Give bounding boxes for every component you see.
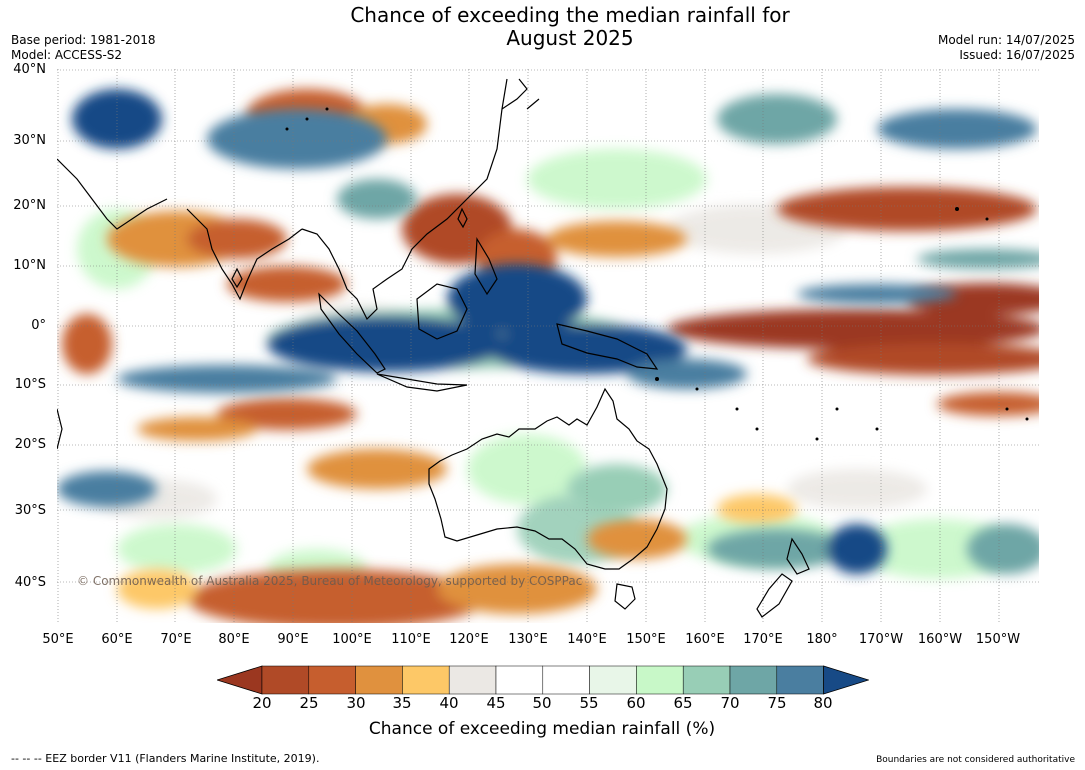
lon-label-140e: 140°E [567, 632, 607, 647]
colorbar-swatch [636, 665, 684, 695]
india-coastline [186, 208, 303, 301]
colorbar-extend-high [823, 665, 869, 695]
lon-label-60e: 60°E [101, 632, 133, 647]
borneo-coastline [416, 283, 468, 340]
colorbar-label: Chance of exceeding median rainfall (%) [368, 719, 716, 739]
title-line-1: Chance of exceeding the median rainfall … [350, 3, 790, 27]
lat-label-30n: 30°N [13, 133, 46, 148]
madagascar-coastline [57, 408, 63, 450]
lon-label-110e: 110°E [391, 632, 431, 647]
colorbar-tick-35: 35 [392, 694, 412, 712]
new-zealand-coastline [756, 537, 810, 618]
colorbar-tick-20: 20 [252, 694, 272, 712]
new-guinea-coastline [556, 323, 659, 370]
australia-coastline [428, 387, 668, 570]
colorbar-swatch [355, 665, 403, 695]
colorbar-swatch [308, 665, 356, 695]
lat-label-10s: 10°S [14, 377, 46, 392]
lat-label-20n: 20°N [13, 198, 46, 213]
map-canvas [57, 69, 1039, 623]
lon-label-70e: 70°E [160, 632, 192, 647]
sri-lanka-coastline [231, 267, 243, 289]
colorbar [217, 665, 869, 695]
taiwan-coastline [457, 207, 468, 229]
rainfall-map: © Commonwealth of Australia 2025, Bureau… [57, 69, 1039, 623]
colorbar-swatch [682, 665, 731, 695]
colorbar-swatch [448, 665, 497, 695]
lon-label-180: 180° [806, 632, 838, 647]
tasmania-coastline [614, 583, 636, 610]
colorbar-swatch [542, 665, 590, 695]
colorbar-tick-65: 65 [673, 694, 693, 712]
colorbar-swatch [729, 665, 778, 695]
eez-legend: -- -- -- EEZ border V11 (Flanders Marine… [11, 752, 320, 765]
colorbar-tick-70: 70 [720, 694, 740, 712]
colorbar-extend-low [217, 665, 263, 695]
lat-label-10n: 10°N [13, 258, 46, 273]
colorbar-tick-30: 30 [346, 694, 366, 712]
lon-label-120e: 120°E [449, 632, 489, 647]
rainfall-wet-anomalies [57, 89, 1039, 574]
colorbar-tick-40: 40 [439, 694, 459, 712]
copyright-notice: © Commonwealth of Australia 2025, Bureau… [77, 574, 583, 588]
colorbar-tick-60: 60 [626, 694, 646, 712]
colorbar-swatch [495, 665, 544, 695]
title-line-2: August 2025 [506, 26, 634, 50]
colorbar-swatch [261, 665, 310, 695]
arabia-coastline [57, 158, 168, 230]
lon-label-160w: 160°W [917, 632, 963, 647]
colorbar-swatch [589, 665, 637, 695]
model-run: Model run: 14/07/2025 [937, 33, 1075, 47]
sumatra-coastline [318, 292, 386, 374]
map-title: Chance of exceeding the median rainfall … [270, 4, 870, 50]
lon-label-170e: 170°E [743, 632, 783, 647]
lon-label-160e: 160°E [685, 632, 725, 647]
lon-label-50e: 50°E [42, 632, 74, 647]
colorbar-swatches [217, 665, 869, 695]
graticule [57, 69, 1039, 623]
meta-right: Model run: 14/07/2025 Issued: 16/07/2025 [938, 33, 1075, 63]
southeast-asia-coastline [301, 78, 508, 321]
lon-label-150w: 150°W [975, 632, 1021, 647]
coastlines [57, 78, 810, 618]
base-period: Base period: 1981-2018 [11, 33, 156, 47]
lat-label-30s: 30°S [14, 503, 46, 518]
lat-label-40n: 40°N [13, 62, 46, 77]
lon-label-90e: 90°E [277, 632, 309, 647]
colorbar-tick-80: 80 [813, 694, 833, 712]
lon-label-130e: 130°E [508, 632, 548, 647]
lon-label-170w: 170°W [858, 632, 904, 647]
lon-label-80e: 80°E [218, 632, 250, 647]
boundary-disclaimer: Boundaries are not considered authoritat… [876, 755, 1075, 765]
philippines-coastline [474, 237, 498, 296]
colorbar-swatch [776, 665, 824, 695]
lat-label-40s: 40°S [14, 575, 46, 590]
lat-label-0: 0° [31, 318, 46, 333]
lon-label-100e: 100°E [332, 632, 372, 647]
meta-left: Base period: 1981-2018 Model: ACCESS-S2 [11, 33, 156, 63]
japan-coastline [501, 78, 540, 110]
lon-label-150e: 150°E [626, 632, 666, 647]
colorbar-tick-50: 50 [532, 694, 552, 712]
colorbar-swatch [402, 665, 450, 695]
islands [285, 107, 1029, 441]
colorbar-tick-25: 25 [299, 694, 319, 712]
colorbar-tick-45: 45 [486, 694, 506, 712]
java-coastline [376, 373, 468, 392]
colorbar-tick-55: 55 [579, 694, 599, 712]
model-name: Model: ACCESS-S2 [11, 48, 123, 62]
colorbar-tick-75: 75 [767, 694, 787, 712]
lat-label-20s: 20°S [14, 437, 46, 452]
issued-date: Issued: 16/07/2025 [959, 48, 1075, 62]
